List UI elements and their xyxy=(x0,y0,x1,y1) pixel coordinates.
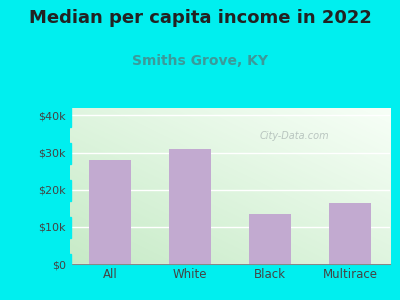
Bar xyxy=(249,214,291,264)
Bar xyxy=(329,203,371,264)
Text: Smiths Grove, KY: Smiths Grove, KY xyxy=(132,54,268,68)
Bar xyxy=(169,149,211,264)
Text: City-Data.com: City-Data.com xyxy=(259,131,329,141)
Bar xyxy=(89,160,131,264)
Text: Median per capita income in 2022: Median per capita income in 2022 xyxy=(28,9,372,27)
